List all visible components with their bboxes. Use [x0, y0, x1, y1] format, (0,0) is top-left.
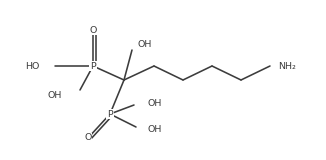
Text: HO: HO — [26, 61, 40, 71]
Text: OH: OH — [138, 40, 152, 48]
Text: OH: OH — [48, 91, 62, 100]
Text: P: P — [107, 109, 113, 119]
Text: P: P — [90, 61, 96, 71]
Text: O: O — [84, 133, 92, 143]
Text: NH₂: NH₂ — [278, 61, 296, 71]
Text: OH: OH — [148, 125, 162, 135]
Text: OH: OH — [148, 99, 162, 108]
Text: O: O — [89, 25, 97, 35]
